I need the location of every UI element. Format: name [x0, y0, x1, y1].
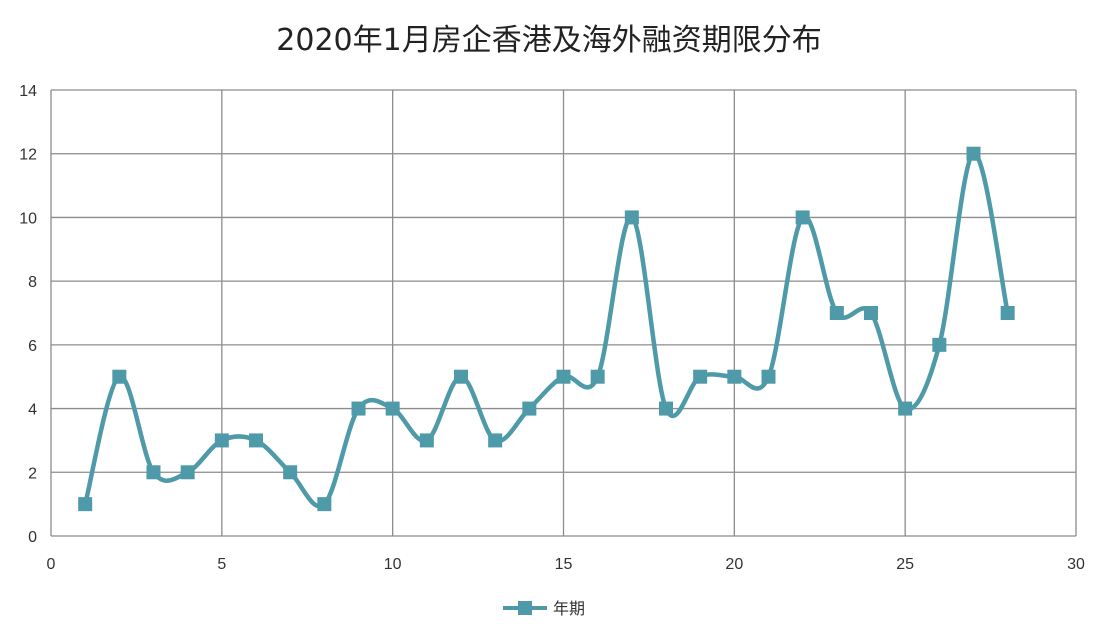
y-tick-label: 6 — [28, 338, 37, 355]
data-point-marker — [932, 337, 947, 352]
data-point-marker — [761, 369, 776, 384]
data-point-marker — [829, 306, 844, 320]
data-point-marker — [966, 146, 981, 161]
data-point-marker — [249, 433, 263, 448]
x-tick-label: 30 — [1067, 556, 1085, 573]
x-tick-label: 10 — [384, 556, 402, 573]
data-point-marker — [112, 369, 127, 384]
data-point-marker — [146, 465, 161, 480]
data-point-marker — [283, 465, 298, 480]
data-point-marker — [419, 433, 434, 448]
data-point-marker — [180, 465, 195, 480]
y-tick-label: 12 — [19, 147, 37, 164]
data-point-marker — [624, 210, 639, 225]
data-point-marker — [693, 369, 708, 384]
data-point-marker — [659, 401, 673, 416]
y-tick-label: 14 — [19, 83, 37, 100]
grid — [50, 89, 1077, 537]
series-layer — [78, 146, 1015, 512]
series-line — [82, 151, 1010, 509]
data-point-marker — [78, 497, 93, 512]
data-point-marker — [214, 433, 229, 448]
data-point-marker — [351, 401, 366, 416]
y-axis-ticks: 0 2 4 6 8 10 12 14 — [19, 83, 37, 546]
chart-title: 2020年1月房企香港及海外融资期限分布 — [276, 23, 821, 58]
data-point-marker — [898, 401, 913, 416]
legend: 年期 — [503, 599, 585, 618]
data-point-marker — [454, 369, 468, 384]
data-point-marker — [727, 369, 742, 384]
y-tick-label: 2 — [28, 465, 37, 482]
y-tick-label: 0 — [28, 529, 37, 546]
x-tick-label: 15 — [555, 556, 573, 573]
legend-label: 年期 — [553, 599, 585, 618]
x-tick-label: 25 — [896, 556, 914, 573]
y-tick-label: 8 — [28, 274, 37, 291]
data-point-marker — [556, 369, 571, 384]
data-point-marker — [317, 497, 332, 512]
y-tick-label: 4 — [28, 402, 37, 419]
x-axis-ticks: 0 5 10 15 20 25 30 — [47, 556, 1085, 573]
data-point-marker — [864, 306, 878, 320]
legend-marker-swatch — [518, 601, 532, 615]
data-point-marker — [590, 369, 605, 384]
data-point-marker — [385, 401, 400, 416]
data-point-marker — [522, 401, 537, 416]
data-point-marker — [1000, 306, 1015, 320]
x-tick-label: 5 — [217, 556, 226, 573]
data-point-marker — [488, 433, 503, 448]
y-tick-label: 10 — [19, 210, 37, 227]
data-point-marker — [795, 210, 810, 225]
x-tick-label: 0 — [47, 556, 56, 573]
x-tick-label: 20 — [725, 556, 743, 573]
